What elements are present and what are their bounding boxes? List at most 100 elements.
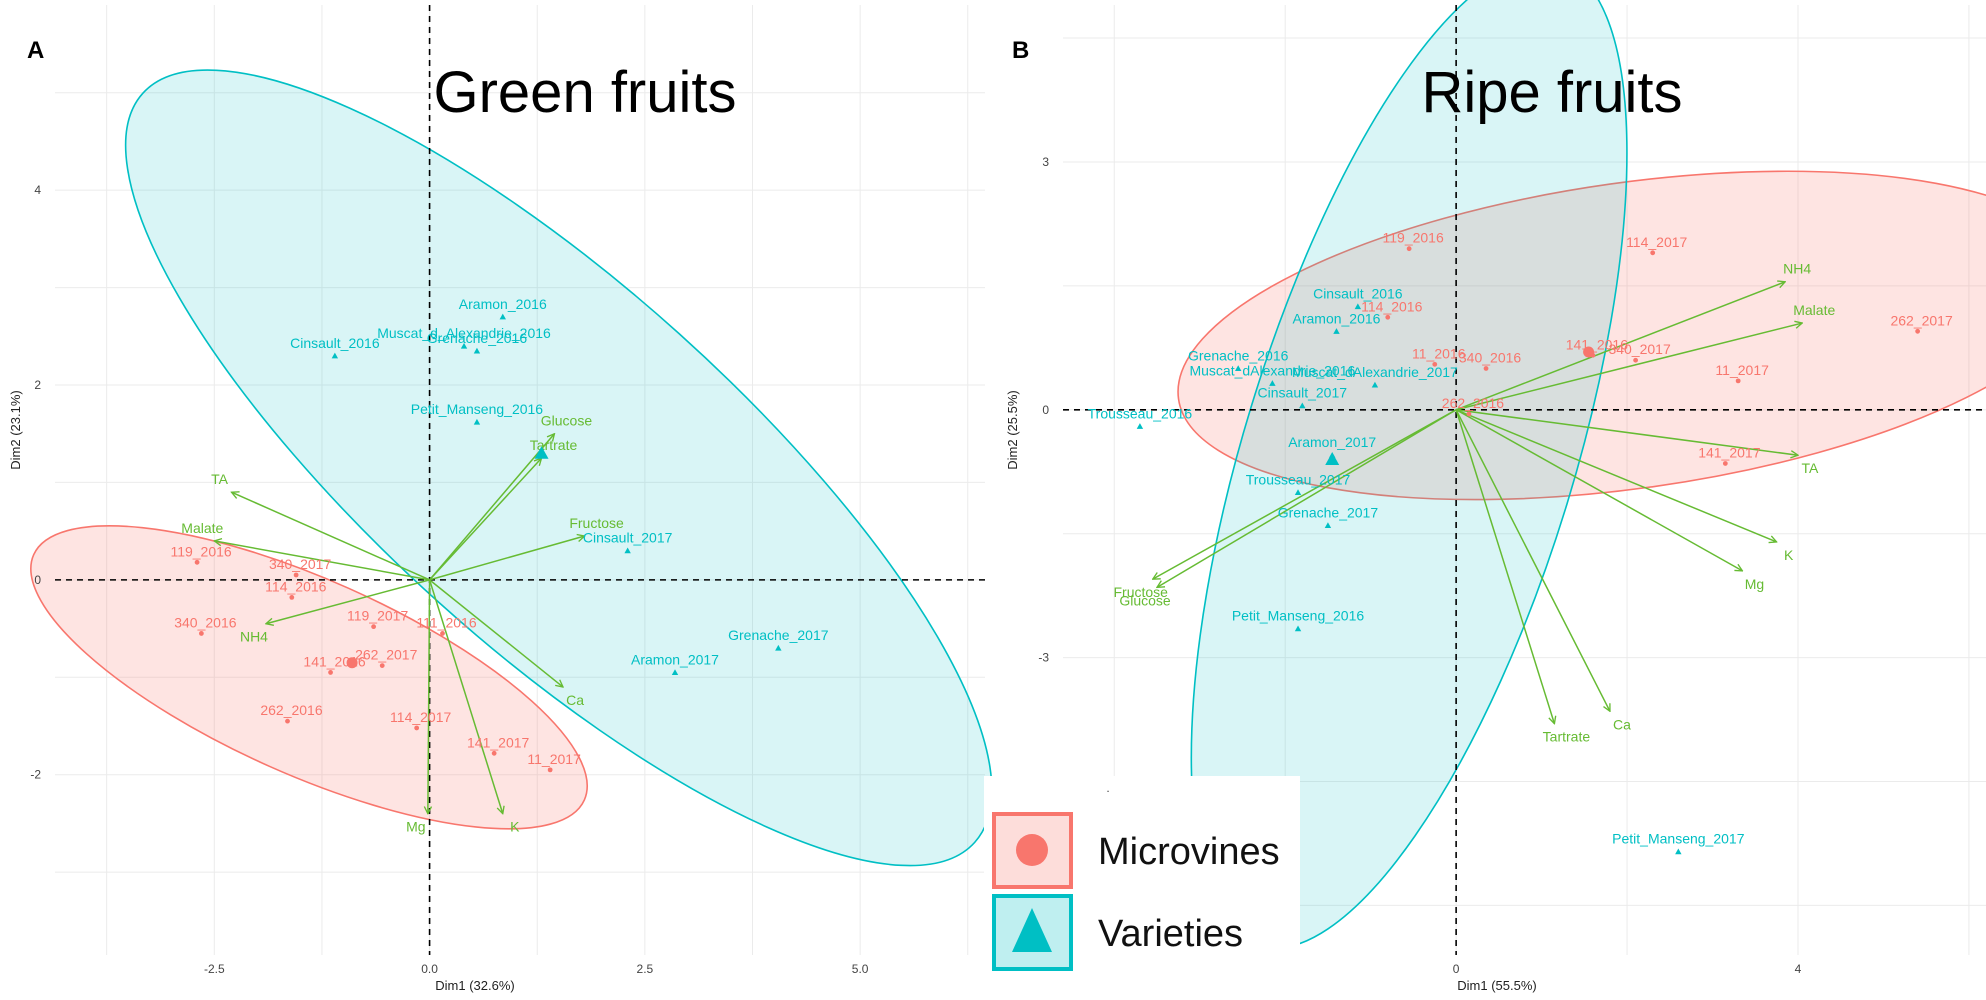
variable-label-glucose: Glucose [1119,592,1171,608]
microvine-point-141-2017 [1722,461,1728,466]
variable-label-k: K [510,819,520,835]
microvine-point-340-2017 [1633,357,1639,363]
x-tick-label: 4 [1795,962,1802,976]
microvine-point-340-2016 [1483,366,1489,371]
variety-label-petit-manseng-2016: Petit_Manseng_2016 [411,401,544,417]
variable-label-ca: Ca [1613,716,1631,732]
triangle-icon [1012,908,1052,952]
panel-a: -2.5 0.0 2.5 5.0 -2 0 2 4 Dim1 (32.6%) Dim2 (23.1… [8,5,993,993]
variety-label-cinsault-2016: Cinsault_2016 [1313,286,1403,302]
legend-label-varieties: Varieties [1098,913,1243,955]
y-tick-label: 0 [1042,403,1049,417]
variable-label-malate: Malate [1793,302,1835,318]
variety-label-grenache-2016: Grenache_2016 [1188,347,1289,363]
panel-letter: A [27,37,44,64]
variable-label-ta: TA [211,471,229,487]
varieties-centroid [534,446,549,459]
variable-arrow-mg [428,579,430,814]
microvine-point-262-2017 [1915,328,1921,334]
microvine-point-141-2017 [491,750,497,756]
legend: . Microvines Varieties [984,776,1300,976]
y-tick-label: 2 [34,378,41,392]
microvine-label-11-2017: 11_2017 [1715,362,1769,378]
microvine-label-114-2017: 114_2017 [1626,234,1687,250]
microvine-label-141-2016: 141_2016 [1566,336,1629,352]
microvine-label-340-2016: 340_2016 [174,614,237,630]
microvine-label-262-2017: 262_2017 [1890,312,1953,328]
x-axis-label: Dim1 (55.5%) [1457,978,1536,993]
variety-label-cinsault-2016: Cinsault_2016 [290,335,380,351]
variety-label-grenache-2017: Grenache_2017 [728,627,829,643]
variety-point-aramon-2017 [671,669,679,675]
variety-point-petit-manseng-2017 [1675,848,1682,855]
variety-label-aramon-2017: Aramon_2017 [631,651,719,667]
variable-arrow-k [428,579,503,814]
panel-letter: B [1012,37,1029,64]
microvine-point-114-2017 [414,725,420,731]
variety-label-trousseau-2016: Trousseau_2016 [1088,405,1193,421]
variety-label-cinsault-2017: Cinsault_2017 [1258,385,1348,401]
variety-label-aramon-2016: Aramon_2016 [1293,310,1381,326]
variable-arrow-k [1455,409,1776,542]
microvine-label-262-2016: 262_2016 [260,702,323,718]
variety-point-trousseau-2016 [1136,423,1144,429]
microvine-label-11-2017: 11_2017 [527,751,581,767]
variable-label-ca: Ca [566,692,584,708]
panel-title: Green fruits [434,60,737,125]
variable-arrow-fructose [429,536,585,581]
variable-arrow-nh4 [266,579,430,624]
microvine-point-11-2017 [1735,378,1741,384]
microvine-point-262-2017 [379,663,385,669]
x-axis-label: Dim1 (32.6%) [435,978,514,993]
x-tick-label: 0.0 [421,962,438,976]
variable-arrow-ta [1456,409,1798,455]
variable-label-nh4: NH4 [240,629,268,645]
x-tick-label: 2.5 [637,962,654,976]
variety-label-muscat-d-alexandrie-2016: Muscat_d_Alexandrie_2016 [377,325,551,341]
y-tick-label: 0 [34,573,41,587]
variety-point-cinsault-2017 [1299,402,1306,409]
legend-label-microvines: Microvines [1098,831,1280,873]
circle-icon [1016,834,1048,866]
variable-label-tartrate: Tartrate [1543,729,1591,745]
variable-label-glucose: Glucose [541,413,593,429]
variety-label-trousseau-2017: Trousseau_2017 [1246,471,1351,487]
microvine-label-340-2016: 340_2016 [1459,349,1522,365]
variable-arrow-mg [1455,409,1742,571]
panel-title: Ripe fruits [1421,60,1682,125]
x-tick-label: 0 [1453,962,1460,976]
variety-point-grenache-2016 [1234,365,1242,372]
microvine-label-114-2017: 114_2017 [390,709,451,725]
legend-stray-mark: . [1106,781,1109,795]
y-axis-label: Dim2 (23.1%) [8,390,23,469]
microvine-label-111-2016: 111_2016 [416,614,476,630]
variable-arrow-ta [232,492,430,581]
microvine-point-114-2016 [1385,314,1391,320]
variable-label-nh4: NH4 [1783,261,1811,277]
microvine-point-119-2016 [1406,246,1412,252]
variety-label-grenache-2016: Grenache_2016 [427,330,528,346]
variety-point-petit-manseng-2016 [473,418,481,425]
confidence-ellipse-microvines [30,525,588,830]
x-tick-label: 5.0 [852,962,869,976]
varieties-centroid [1325,452,1340,465]
microvines-centroid [1583,346,1595,358]
variable-arrow-malate [1455,323,1802,411]
variety-label-aramon-2016: Aramon_2016 [459,296,547,312]
variety-point-muscat-dalexandrie-2017 [1371,381,1379,388]
variety-label-petit-manseng-2016: Petit_Manseng_2016 [1232,608,1365,624]
microvine-point-111-2016 [440,631,445,636]
variety-point-aramon-2016 [499,313,506,320]
microvine-point-119-2017 [371,624,377,630]
confidence-ellipse-microvines [1177,170,1986,501]
variety-point-aramon-2016 [1333,328,1340,334]
variable-arrow-tartrate [1455,409,1554,724]
microvine-label-141-2017: 141_2017 [1698,444,1761,460]
microvine-label-119-2017: 119_2017 [347,608,408,624]
microvine-label-119-2016: 119_2016 [170,543,231,559]
microvine-point-340-2016 [198,631,204,636]
y-tick-label: 3 [1042,155,1049,169]
variety-point-muscat-d-alexandrie-2016 [460,342,468,349]
microvine-label-119-2016: 119_2016 [1383,230,1444,246]
variety-point-cinsault-2016 [1354,303,1362,310]
